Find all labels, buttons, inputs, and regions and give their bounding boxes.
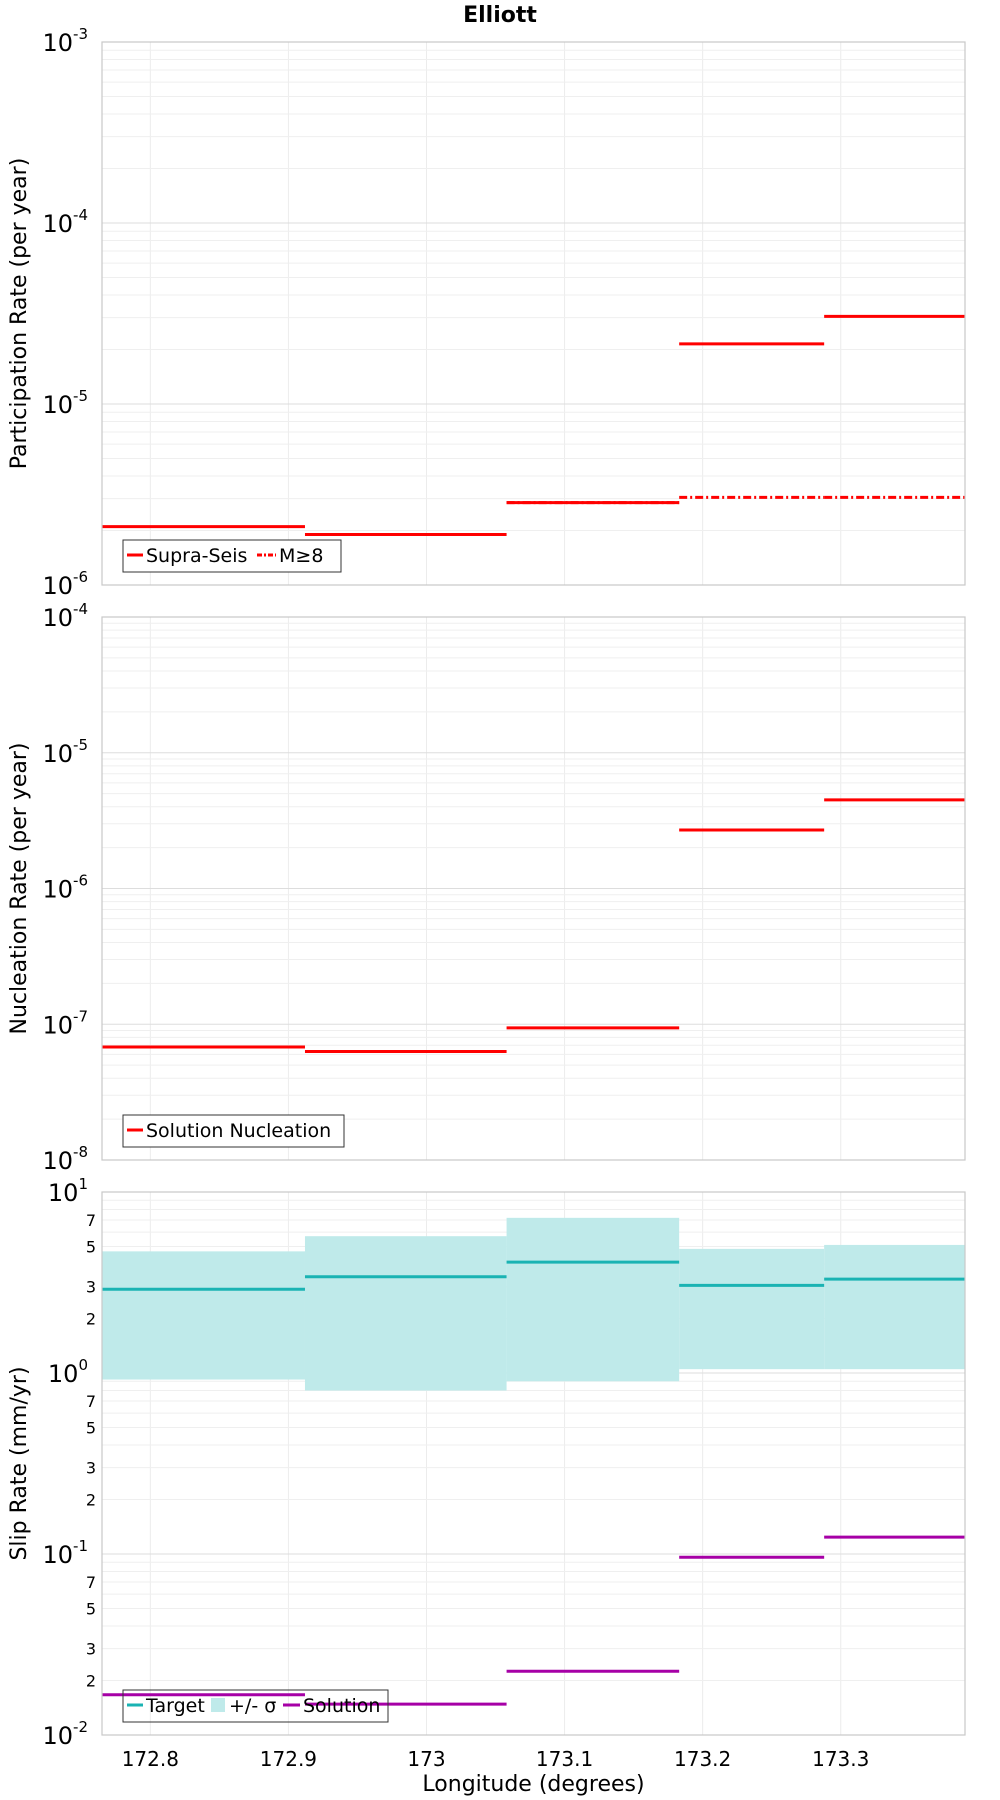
y-minor-tick-label: 3 <box>86 1640 96 1659</box>
y-tick-exponent: -5 <box>73 736 88 754</box>
legend-box <box>122 1689 389 1723</box>
y-minor-tick-label: 7 <box>86 1211 96 1230</box>
y-tick-label: 10-1 <box>42 1537 88 1569</box>
plot-frame <box>101 41 966 586</box>
y-tick-exponent: -6 <box>73 872 88 890</box>
y-minor-tick-label: 5 <box>86 1418 96 1437</box>
legend-box <box>122 1114 345 1148</box>
y-minor-tick-label: 3 <box>86 1459 96 1478</box>
legend: Supra-Seis M≥8 <box>122 539 342 573</box>
legend-label-solution-nucleation: Solution Nucleation <box>146 1120 331 1142</box>
y-tick-exponent: -1 <box>73 1537 88 1555</box>
y-minor-tick-label: 7 <box>86 1573 96 1592</box>
legend-label-sigma: +/- σ <box>229 1695 276 1717</box>
y-axis-label: Nucleation Rate (per year) <box>7 743 32 1035</box>
y-tick-exponent: 0 <box>78 1356 88 1374</box>
y-tick-label: 101 <box>48 1175 88 1207</box>
legend: Solution Nucleation <box>122 1114 345 1148</box>
legend-label-m8: M≥8 <box>279 545 323 567</box>
figure-title: Elliott <box>463 3 537 28</box>
x-tick-label: 173.1 <box>536 1747 593 1771</box>
y-minor-tick-label: 2 <box>86 1672 96 1691</box>
y-tick-exponent: -7 <box>73 1007 88 1025</box>
sigma-band-segment <box>824 1244 965 1370</box>
participation-rate-panel: 10-6 10-5 10-4 10-3 Participation Rate (per … <box>7 25 966 600</box>
y-tick-exponent: -8 <box>73 1143 88 1161</box>
y-tick-label: 10-8 <box>42 1143 88 1175</box>
y-tick-exponent: -4 <box>73 206 88 224</box>
sigma-band-segment <box>304 1236 507 1391</box>
y-tick-label: 10-4 <box>42 600 88 632</box>
y-tick-label: 10-2 <box>42 1718 88 1750</box>
sigma-band-segment <box>506 1217 680 1382</box>
y-tick-exponent: -2 <box>73 1718 88 1736</box>
y-tick-exponent: 1 <box>78 1175 88 1193</box>
x-tick-label: 173 <box>407 1747 445 1771</box>
legend-swatch-sigma <box>211 1698 225 1712</box>
legend-label-target: Target <box>145 1695 205 1717</box>
x-tick-label: 173.2 <box>674 1747 731 1771</box>
y-minor-tick-label: 5 <box>86 1599 96 1618</box>
sigma-band-segment <box>679 1248 825 1370</box>
y-tick-exponent: -6 <box>73 568 88 586</box>
x-axis-label: Longitude (degrees) <box>422 1772 644 1797</box>
y-tick-label: 10-5 <box>42 736 88 768</box>
legend-box <box>122 539 342 573</box>
y-tick-label: 10-6 <box>42 568 88 600</box>
y-tick-exponent: -3 <box>73 25 88 43</box>
x-tick-label: 172.9 <box>260 1747 317 1771</box>
y-tick-exponent: -4 <box>73 600 88 618</box>
y-tick-label: 10-6 <box>42 872 88 904</box>
y-tick-label: 10-7 <box>42 1007 88 1039</box>
y-tick-label: 100 <box>48 1356 88 1388</box>
y-axis-label: Participation Rate (per year) <box>7 158 32 470</box>
x-tick-label: 173.3 <box>812 1747 869 1771</box>
y-minor-tick-label: 2 <box>86 1310 96 1329</box>
y-tick-label: 10-3 <box>42 25 88 57</box>
y-axis-label: Slip Rate (mm/yr) <box>7 1366 32 1560</box>
plot-frame <box>101 1191 966 1736</box>
nucleation-rate-panel: 10-8 10-7 10-6 10-5 10-4 Nucleation Rate (per… <box>7 600 966 1175</box>
y-minor-tick-label: 5 <box>86 1237 96 1256</box>
legend: Target +/- σ Solution <box>122 1689 389 1723</box>
y-minor-tick-label: 2 <box>86 1491 96 1510</box>
sigma-band-segment <box>102 1251 305 1380</box>
y-tick-label: 10-5 <box>42 387 88 419</box>
plot-frame <box>101 616 966 1161</box>
legend-label-solution: Solution <box>303 1695 380 1717</box>
y-tick-label: 10-4 <box>42 206 88 238</box>
y-tick-exponent: -5 <box>73 387 88 405</box>
legend-label-supra-seis: Supra-Seis <box>146 545 247 567</box>
y-minor-tick-label: 3 <box>86 1278 96 1297</box>
x-tick-label: 172.8 <box>122 1747 179 1771</box>
y-minor-tick-label: 7 <box>86 1392 96 1411</box>
